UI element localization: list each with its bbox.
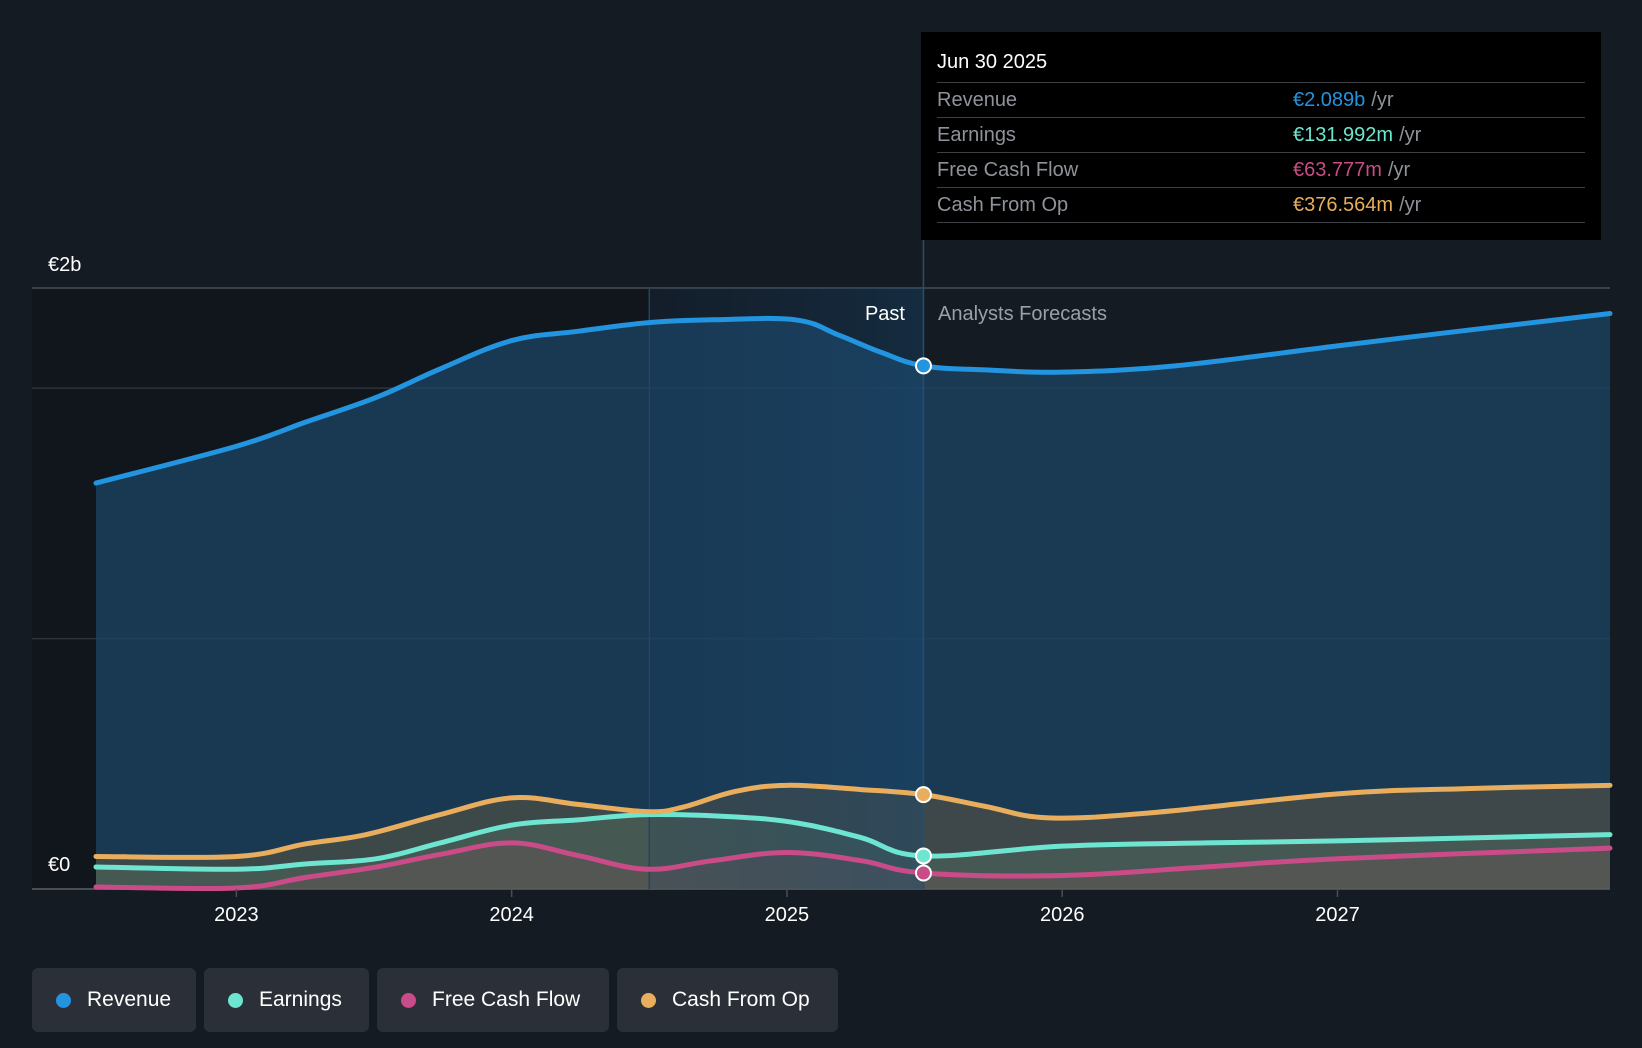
tooltip-unit: /yr [1399, 124, 1422, 146]
earnings-marker [914, 847, 932, 865]
tooltip-label: Cash From Op [937, 194, 1069, 216]
tooltip-row-free-cash-flow: Free Cash Flow €63.777m /yr [937, 153, 1585, 188]
revenue-dot-icon [56, 992, 71, 1008]
cash-from-op-marker [914, 786, 932, 804]
legend-label: Earnings [259, 988, 342, 1011]
tooltip-value: €2.089b [1293, 89, 1366, 111]
tooltip-row-revenue: Revenue €2.089b /yr [937, 83, 1585, 118]
legend-item-revenue[interactable]: Revenue [32, 968, 196, 1032]
x-tick-label: 2026 [1040, 904, 1085, 926]
revenue-line [93, 311, 1613, 486]
earnings-dot-icon [228, 992, 243, 1008]
forecast-label: Analysts Forecasts [938, 303, 1107, 325]
tooltip-unit: /yr [1371, 89, 1394, 111]
x-tick-label: 2025 [765, 904, 810, 926]
tooltip-label: Revenue [937, 89, 1018, 111]
earnings-line [93, 812, 1613, 872]
x-tick-label: 2023 [214, 904, 259, 926]
cash-from-op-line [93, 782, 1613, 860]
legend-label: Free Cash Flow [432, 988, 581, 1011]
legend-label: Cash From Op [672, 988, 810, 1011]
highlight-band [649, 288, 924, 889]
x-axis: 2023 2024 2025 2026 2027 [214, 889, 1360, 926]
past-label: Past [865, 303, 905, 325]
y-axis-label-top: €2b [48, 254, 81, 276]
legend-item-earnings[interactable]: Earnings [204, 968, 369, 1032]
legend-item-free-cash-flow[interactable]: Free Cash Flow [377, 968, 609, 1032]
tooltip-value: €131.992m [1293, 124, 1394, 146]
tooltip-unit: /yr [1387, 159, 1411, 181]
x-tick-label: 2024 [489, 904, 534, 926]
cash-from-op-dot-icon [641, 992, 656, 1008]
free-cash-flow-dot-icon [401, 992, 416, 1008]
tooltip-unit: /yr [1399, 194, 1422, 216]
y-axis-label-zero: €0 [48, 854, 70, 876]
revenue-marker [914, 357, 932, 375]
free-cash-flow-marker [914, 864, 932, 882]
series-lines [93, 311, 1613, 892]
tooltip-label: Earnings [937, 124, 1016, 146]
tooltip-row-earnings: Earnings €131.992m /yr [937, 118, 1585, 153]
x-tick-label: 2027 [1315, 904, 1360, 926]
legend: Revenue Earnings Free Cash Flow Cash Fro… [32, 968, 838, 1032]
legend-label: Revenue [87, 988, 172, 1011]
hover-tooltip: Jun 30 2025 Revenue €2.089b /yr Earnings… [921, 32, 1601, 240]
tooltip-value: €376.564m [1293, 194, 1394, 216]
free-cash-flow-line [93, 840, 1613, 892]
tooltip-label: Free Cash Flow [937, 159, 1079, 181]
tooltip-row-cash-from-op: Cash From Op €376.564m /yr [937, 188, 1585, 223]
hover-markers [914, 357, 932, 882]
legend-item-cash-from-op[interactable]: Cash From Op [617, 968, 838, 1032]
tooltip-date: Jun 30 2025 [937, 46, 1585, 83]
tooltip-value: €63.777m [1293, 159, 1382, 181]
